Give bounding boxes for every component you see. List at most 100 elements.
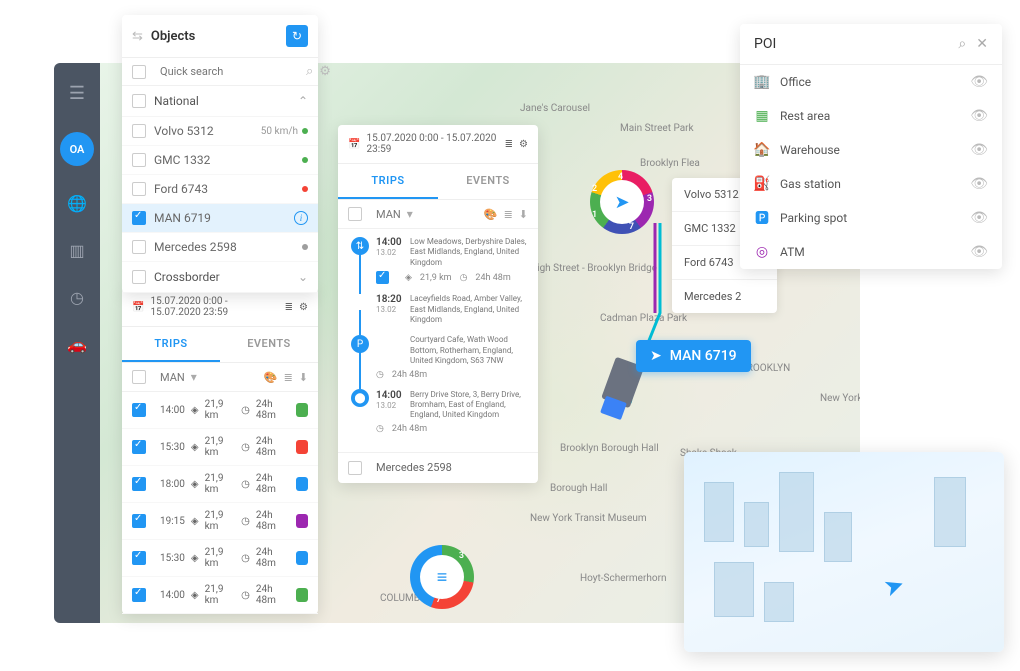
settings-icon[interactable]: ⚙ <box>319 64 331 79</box>
color-swatch <box>296 514 308 528</box>
palette-icon[interactable]: 🎨 <box>264 371 278 384</box>
clock-icon: ◷ <box>376 370 384 380</box>
vehicle-callout[interactable]: ➤ MAN 6719 <box>636 340 751 372</box>
trip-segment[interactable]: Courtyard Cafe, Wath Wood Bottom, Rother… <box>376 335 530 379</box>
history-button[interactable]: ↻ <box>286 25 308 47</box>
poi-item[interactable]: 🏢 Office 👁 <box>740 65 1002 99</box>
tab-trips[interactable]: TRIPS <box>338 164 438 199</box>
visibility-icon[interactable]: 👁 <box>970 74 988 90</box>
user-avatar[interactable]: OA <box>60 132 94 166</box>
poi-item[interactable]: 🏠 Warehouse 👁 <box>740 133 1002 167</box>
color-swatch <box>296 588 308 602</box>
trip-row[interactable]: 14:00 ◈ 21,9 km ◷ 24h 48m <box>122 392 318 429</box>
cluster-marker-2[interactable]: ≡ 3 7 <box>410 545 474 609</box>
checkbox[interactable] <box>132 182 146 196</box>
tab-trips[interactable]: TRIPS <box>122 327 220 362</box>
object-row[interactable]: Mercedes 2598 <box>122 233 318 262</box>
calendar-icon[interactable]: 📅 <box>132 302 144 313</box>
color-swatch <box>296 551 308 565</box>
poi-item[interactable]: ▦ Rest area 👁 <box>740 99 1002 133</box>
select-all-checkbox[interactable] <box>132 65 146 79</box>
address: Low Meadows, Derbyshire Dales, East Midl… <box>410 237 530 268</box>
checkbox[interactable] <box>376 271 389 284</box>
checkbox[interactable] <box>132 124 146 138</box>
date-range[interactable]: 15.07.2020 0:00 - 15.07.2020 23:59 <box>366 133 498 155</box>
object-row[interactable]: Ford 6743 <box>122 175 318 204</box>
checkbox[interactable] <box>132 403 146 417</box>
checkbox[interactable] <box>132 153 146 167</box>
poi-item[interactable]: ◎ ATM 👁 <box>740 235 1002 269</box>
trip-row[interactable]: 18:00 ◈ 21,9 km ◷ 24h 48m <box>122 466 318 503</box>
chevron-down-icon[interactable]: ▾ <box>407 207 413 221</box>
arrow-icon: ➤ <box>650 348 662 364</box>
download-icon[interactable]: ⬇ <box>519 208 528 221</box>
palette-icon[interactable]: 🎨 <box>484 208 498 221</box>
select-all-checkbox[interactable] <box>348 207 362 221</box>
select-all-checkbox[interactable] <box>132 370 146 384</box>
trip-time: 19:15 <box>160 516 185 527</box>
list-icon[interactable]: ≣ <box>504 208 513 221</box>
close-icon[interactable]: ✕ <box>976 36 988 52</box>
3d-map-preview[interactable]: ➤ <box>684 452 1004 652</box>
main-sidebar: ☰ OA 🌐 ▥ ◷ 🚗 <box>54 63 100 623</box>
address: Courtyard Cafe, Wath Wood Bottom, Rother… <box>410 335 530 366</box>
info-icon[interactable]: i <box>294 211 308 225</box>
checkbox[interactable] <box>348 461 362 475</box>
object-name: Volvo 5312 <box>154 124 261 138</box>
panel-title: POI <box>754 36 948 52</box>
menu-icon[interactable]: ⇆ <box>132 29 143 44</box>
vehicle-item[interactable]: Mercedes 2 <box>672 280 777 313</box>
trip-duration: 24h 48m <box>256 436 290 458</box>
checkbox[interactable] <box>132 477 146 491</box>
trip-segment[interactable]: 14:0013.02 Berry Drive Store, 3, Berry D… <box>376 390 530 434</box>
trip-row[interactable]: 14:00 ◈ 21,9 km ◷ 24h 48m <box>122 577 318 614</box>
car-icon[interactable]: 🚗 <box>67 335 87 354</box>
tab-events[interactable]: EVENTS <box>438 164 538 199</box>
list-icon[interactable]: ≣ <box>285 302 293 313</box>
visibility-icon[interactable]: 👁 <box>970 108 988 124</box>
globe-icon[interactable]: 🌐 <box>67 194 87 213</box>
checkbox[interactable] <box>132 588 146 602</box>
trip-row[interactable]: 15:30 ◈ 21,9 km ◷ 24h 48m <box>122 429 318 466</box>
cluster-marker-1[interactable]: ➤ 4 3 7 1 2 <box>590 170 654 234</box>
callout-label: MAN 6719 <box>670 348 737 364</box>
checkbox[interactable] <box>132 514 146 528</box>
settings-icon[interactable]: ⚙ <box>299 302 308 313</box>
clock-icon[interactable]: ◷ <box>70 288 84 307</box>
checkbox[interactable] <box>132 440 146 454</box>
chart-icon[interactable]: ▥ <box>69 241 84 260</box>
object-row[interactable]: MAN 6719 i <box>122 204 318 233</box>
object-row[interactable]: GMC 1332 <box>122 146 318 175</box>
visibility-icon[interactable]: 👁 <box>970 142 988 158</box>
menu-icon[interactable]: ☰ <box>69 83 85 104</box>
list-icon[interactable]: ≣ <box>505 139 513 150</box>
poi-item[interactable]: ⛽ Gas station 👁 <box>740 167 1002 201</box>
object-row[interactable]: Volvo 5312 50 km/h <box>122 117 318 146</box>
visibility-icon[interactable]: 👁 <box>970 244 988 260</box>
poi-label: Parking spot <box>780 211 960 225</box>
checkbox[interactable] <box>132 551 146 565</box>
search-input[interactable] <box>160 65 300 78</box>
clock-icon: ◷ <box>241 405 250 416</box>
date-range[interactable]: 15.07.2020 0:00 - 15.07.2020 23:59 <box>150 296 278 318</box>
search-icon[interactable]: ⌕ <box>306 64 313 79</box>
visibility-icon[interactable]: 👁 <box>970 210 988 226</box>
pin-node-icon: ⬤ <box>351 389 369 407</box>
list-icon[interactable]: ≣ <box>284 371 293 384</box>
group-national[interactable]: National ⌃ <box>122 86 318 117</box>
search-icon[interactable]: ⌕ <box>958 36 966 52</box>
settings-icon[interactable]: ⚙ <box>519 139 528 150</box>
visibility-icon[interactable]: 👁 <box>970 176 988 192</box>
chevron-down-icon[interactable]: ▾ <box>191 370 197 384</box>
tab-events[interactable]: EVENTS <box>220 327 318 362</box>
poi-item[interactable]: 🅿 Parking spot 👁 <box>740 201 1002 235</box>
trip-row[interactable]: 19:15 ◈ 21,9 km ◷ 24h 48m <box>122 503 318 540</box>
trip-row[interactable]: 15:30 ◈ 21,9 km ◷ 24h 48m <box>122 540 318 577</box>
calendar-icon[interactable]: 📅 <box>348 139 360 150</box>
download-icon[interactable]: ⬇ <box>299 371 308 384</box>
group-crossborder[interactable]: Crossborder ⌄ <box>122 262 318 293</box>
checkbox[interactable] <box>132 240 146 254</box>
trip-segment[interactable]: 14:0013.02 Low Meadows, Derbyshire Dales… <box>376 237 530 284</box>
checkbox[interactable] <box>132 211 146 225</box>
trip-segment[interactable]: 18:2013.02 Laceyfields Road, Amber Valle… <box>376 294 530 325</box>
